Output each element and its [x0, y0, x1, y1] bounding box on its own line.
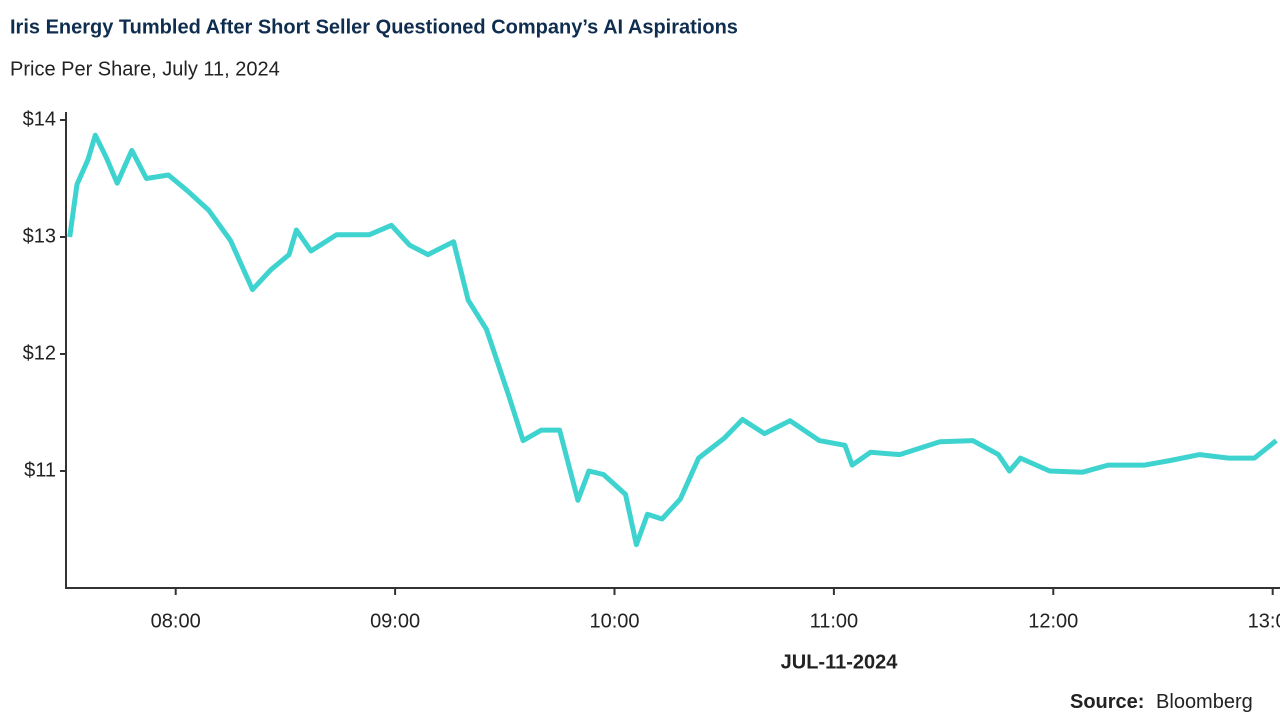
x-tick-label: 08:00 [151, 610, 201, 632]
price-line [67, 132, 1278, 548]
chart-subtitle: Price Per Share, July 11, 2024 [10, 58, 280, 80]
y-tick-label: $12 [23, 342, 56, 364]
y-tick-label: $11 [24, 459, 56, 481]
x-axis-label: JUL-11-2024 [781, 651, 899, 673]
x-tick-label: 13:00 [1248, 610, 1280, 632]
x-tick-label: 12:00 [1028, 610, 1078, 632]
y-tick-label: $14 [23, 108, 56, 130]
y-tick-label: $13 [23, 225, 56, 247]
x-tick-label: 11:00 [810, 610, 859, 632]
x-tick-label: 09:00 [370, 610, 420, 632]
x-tick-label: 10:00 [589, 610, 639, 632]
source-label: Source: [1070, 691, 1144, 713]
source-text: Bloomberg [1156, 691, 1253, 713]
chart-title: Iris Energy Tumbled After Short Seller Q… [10, 16, 738, 38]
source: Source: Bloomberg [1070, 691, 1253, 713]
